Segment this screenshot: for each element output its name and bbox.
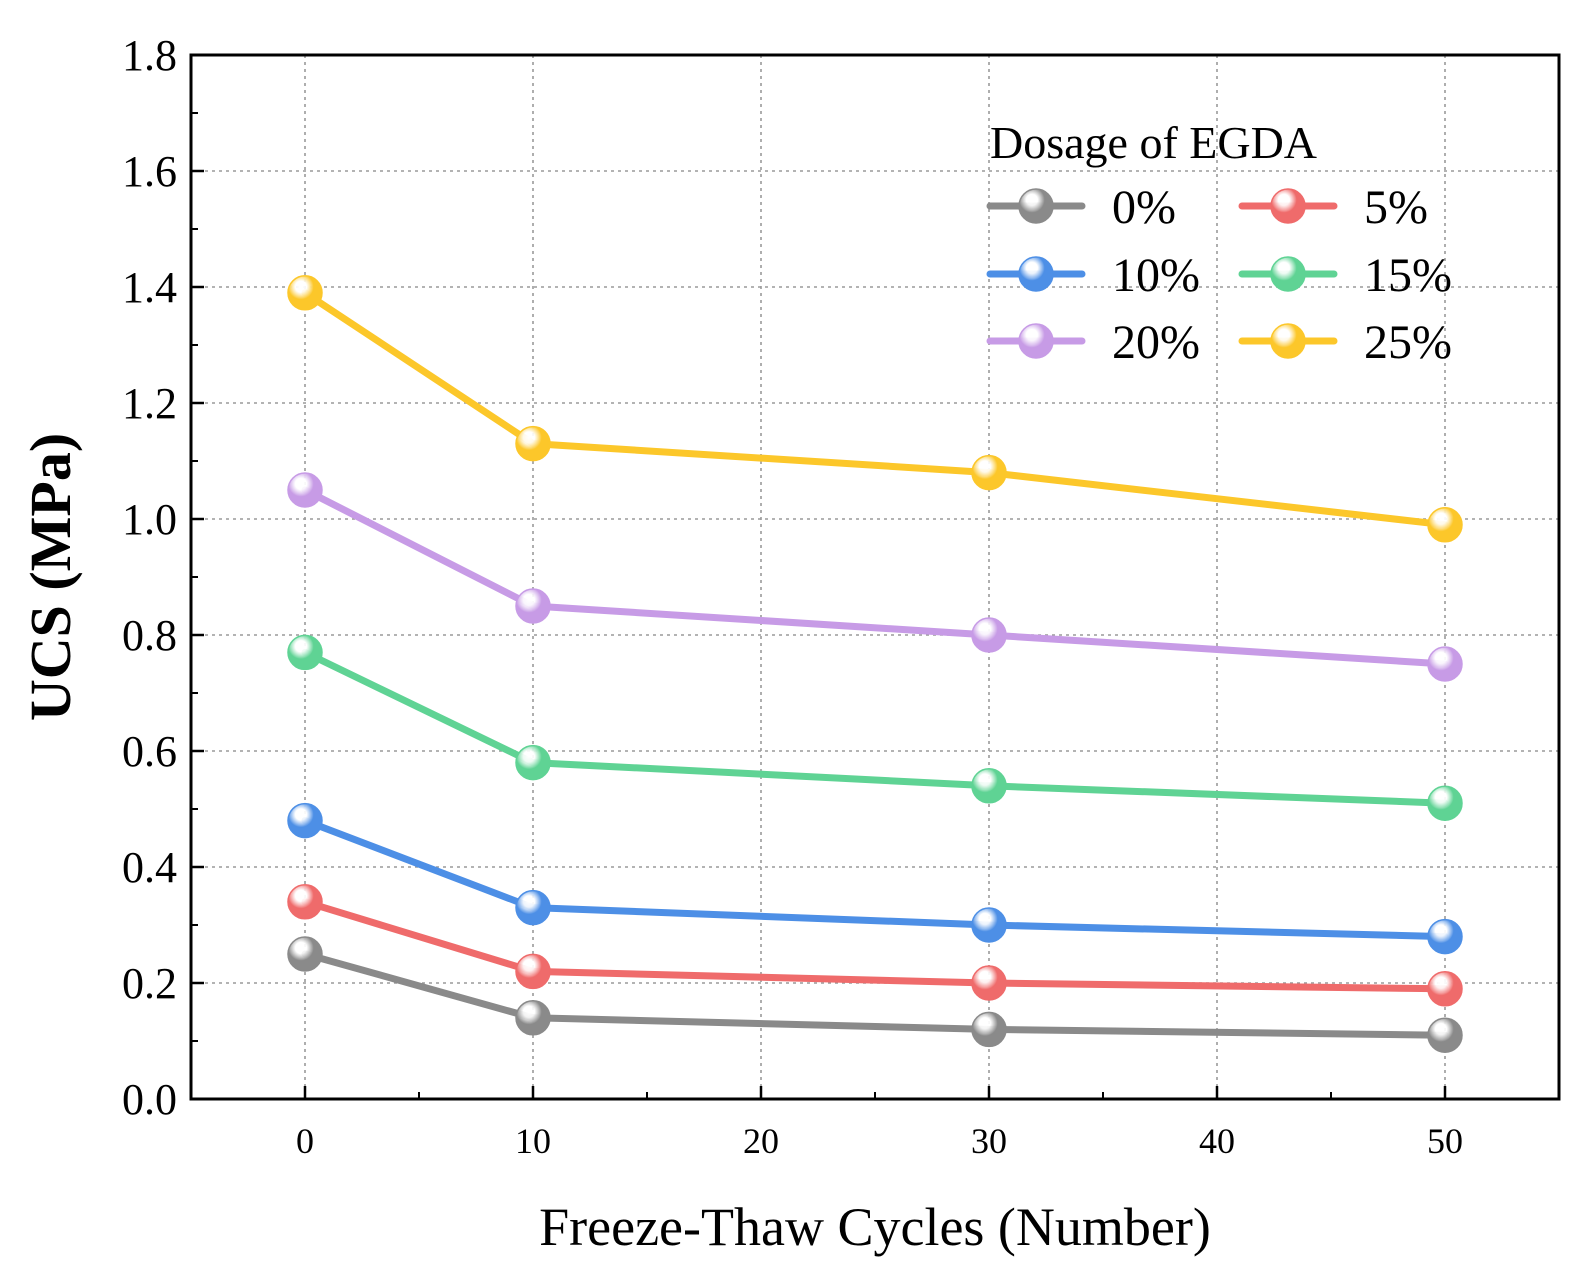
series-line — [301, 817, 1449, 941]
y-tick-label: 0.2 — [122, 959, 177, 1008]
legend-item-0pct: 0% — [986, 181, 1176, 234]
series-line — [301, 648, 1449, 807]
data-point — [971, 768, 1007, 804]
grid — [191, 54, 1559, 1099]
series-group — [287, 275, 1463, 1053]
y-axis-title: UCS (MPa) — [18, 433, 83, 721]
legend-label: 5% — [1364, 181, 1428, 234]
data-point — [1427, 785, 1463, 821]
y-tick-label: 0.8 — [122, 611, 177, 660]
legend-item-20pct: 20% — [986, 316, 1200, 369]
data-point — [1427, 1017, 1463, 1053]
x-tick-label: 20 — [743, 1121, 779, 1161]
y-tick-label: 0.4 — [122, 843, 177, 892]
plot-frame — [189, 53, 1561, 1101]
legend-swatch-marker — [1018, 188, 1054, 224]
legend-swatch-marker — [1018, 256, 1054, 292]
x-tick-label: 40 — [1199, 1121, 1235, 1161]
data-point — [1427, 646, 1463, 682]
series-line — [301, 950, 1449, 1039]
y-tick-label: 0.0 — [122, 1075, 177, 1124]
series-10pct — [287, 802, 1463, 955]
legend-label: 0% — [1112, 181, 1176, 234]
y-tick-label: 1.8 — [122, 31, 177, 80]
data-point — [971, 965, 1007, 1001]
data-point — [515, 425, 551, 462]
series-5pct — [287, 884, 1463, 1007]
legend-item-25pct: 25% — [1238, 316, 1452, 369]
legend-label: 25% — [1364, 316, 1452, 369]
data-point — [287, 472, 323, 508]
series-25pct — [287, 275, 1463, 543]
data-point — [515, 588, 551, 624]
data-point — [287, 802, 323, 839]
x-tick-label: 10 — [515, 1121, 551, 1161]
legend: Dosage of EGDA 0% 5% 10% 15% 20% 25% — [986, 117, 1452, 369]
data-point — [515, 744, 551, 781]
data-point — [971, 1011, 1007, 1048]
y-tick-label: 1.0 — [122, 495, 177, 544]
y-tick-label: 0.6 — [122, 727, 177, 776]
axes: 0.0 0.2 0.4 0.6 0.8 1.0 1.2 1.4 1.6 1.8 0 10 20 30 40 5… — [122, 31, 1463, 1161]
data-point — [515, 1000, 551, 1036]
y-tick-label: 1.6 — [122, 147, 177, 196]
data-point — [1427, 918, 1463, 955]
x-tick-label: 30 — [971, 1121, 1007, 1161]
series-line — [301, 289, 1449, 529]
legend-item-10pct: 10% — [986, 249, 1200, 302]
series-line — [301, 898, 1449, 993]
legend-label: 15% — [1364, 249, 1452, 302]
legend-item-5pct: 5% — [1238, 181, 1428, 234]
data-point — [287, 275, 323, 311]
legend-swatch-marker — [1018, 323, 1054, 359]
data-point — [1427, 507, 1463, 543]
legend-title: Dosage of EGDA — [990, 117, 1317, 168]
data-point — [971, 617, 1007, 653]
legend-label: 10% — [1112, 249, 1200, 302]
data-point — [515, 889, 551, 926]
series-0pct — [287, 936, 1463, 1053]
y-tick-label: 1.4 — [122, 263, 177, 312]
data-point — [287, 936, 323, 972]
series-20pct — [287, 472, 1463, 682]
data-point — [287, 884, 323, 920]
y-tick-label: 1.2 — [122, 379, 177, 428]
legend-swatch-marker — [1270, 256, 1306, 292]
legend-swatch-marker — [1270, 188, 1306, 224]
x-axis-title: Freeze-Thaw Cycles (Number) — [539, 1197, 1211, 1257]
data-point — [515, 953, 551, 990]
series-15pct — [287, 634, 1463, 821]
legend-label: 20% — [1112, 316, 1200, 369]
legend-swatch-marker — [1270, 323, 1306, 359]
series-line — [301, 486, 1449, 668]
legend-item-15pct: 15% — [1238, 249, 1452, 302]
data-point — [971, 907, 1007, 943]
data-point — [971, 454, 1007, 491]
data-point — [1427, 971, 1463, 1007]
x-tick-label: 50 — [1427, 1121, 1463, 1161]
data-point — [287, 634, 323, 671]
x-tick-label: 0 — [296, 1121, 314, 1161]
